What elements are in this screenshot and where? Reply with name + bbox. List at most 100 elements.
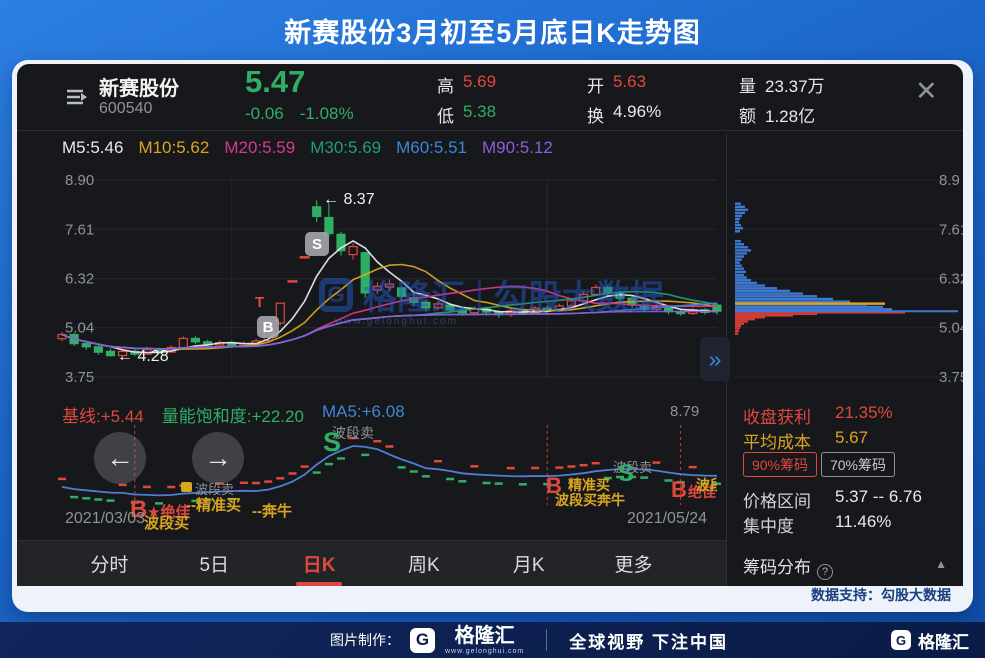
- chip-70-button[interactable]: 70%筹码: [821, 452, 895, 477]
- brand-name-right: 格隆汇: [918, 632, 969, 652]
- ma10-label: M10:5.62: [138, 138, 210, 157]
- signal-label: ★绝佳: [147, 504, 191, 521]
- high-label: 高: [437, 77, 454, 96]
- high-annotation-value: 8.37: [343, 191, 375, 208]
- start-date: 2021/03/03: [65, 510, 146, 527]
- volume-label: 量: [739, 77, 756, 96]
- switch-stock-icon[interactable]: [61, 80, 95, 114]
- signal-label: --奔牛: [252, 503, 292, 520]
- arrow-left-icon: ←: [117, 348, 133, 365]
- price-range-value: 5.37 -- 6.76: [835, 487, 922, 506]
- buy-signal-badge: B: [257, 316, 279, 338]
- high-row: 高 5.69: [437, 72, 496, 97]
- signal-label: --精准买: [186, 497, 241, 514]
- scroll-right-button[interactable]: »: [700, 337, 730, 381]
- price-range-row: 价格区间 5.37 -- 6.76: [743, 487, 922, 512]
- svg-text:5.04: 5.04: [65, 320, 94, 337]
- svg-text:3.75: 3.75: [65, 369, 94, 386]
- chart-svg[interactable]: 8.90 8.9 7.61 7.61 6.32 6.32 5.04 5.04 3.75 3.75: [17, 64, 963, 586]
- high-value: 5.69: [463, 72, 497, 91]
- close-profit-label: 收盘获利: [743, 408, 811, 427]
- footer-divider: [546, 629, 548, 651]
- concentration-value: 11.46%: [835, 512, 892, 531]
- footer-center: 图片制作： G 格隆汇 www.gelonghui.com 全球视野 下注中国: [330, 626, 728, 655]
- indicator-max-value: 8.79: [670, 403, 700, 420]
- change-value: -0.06: [245, 104, 284, 123]
- avg-cost-row: 平均成本 5.67: [743, 428, 868, 453]
- volume-value: 23.37万: [765, 77, 825, 96]
- last-price: 5.47: [245, 64, 306, 99]
- low-row: 低 5.38: [437, 102, 496, 127]
- caret-up-icon[interactable]: ▲: [935, 557, 947, 571]
- svg-text:3.75: 3.75: [939, 369, 963, 386]
- buy-marker: B: [671, 477, 687, 502]
- avg-cost-label: 平均成本: [743, 433, 811, 452]
- tab-monthly-k[interactable]: 月K: [476, 541, 581, 586]
- prev-button[interactable]: ←: [94, 432, 146, 484]
- arrow-right-icon: →: [204, 442, 232, 473]
- tab-label: 更多: [614, 555, 653, 576]
- volume-row: 量 23.37万: [739, 72, 825, 97]
- price-range-label: 价格区间: [743, 492, 811, 511]
- svg-text:6.32: 6.32: [939, 271, 963, 288]
- close-icon[interactable]: ✕: [915, 76, 938, 106]
- saturation-label: 量能饱和度:+22.20: [161, 407, 304, 426]
- indicator-ma5-label: MA5:+6.08: [321, 402, 405, 421]
- open-label: 开: [587, 77, 604, 96]
- t-mark: T: [255, 294, 265, 311]
- tab-label: 分时: [90, 555, 129, 576]
- signal-label: 波段买: [696, 477, 717, 493]
- brand-block: 格隆汇 www.gelonghui.com: [445, 626, 524, 655]
- signal-label: 波段买: [144, 515, 190, 532]
- data-support-text: 数据支持：勾股大数据: [811, 587, 951, 603]
- help-icon[interactable]: ?: [817, 564, 833, 580]
- gelonghui-logo-icon: G: [891, 630, 911, 650]
- indicator-header: 基线:+5.44 量能饱和度:+22.20 MA5:+6.08: [62, 402, 405, 427]
- tab-minute[interactable]: 分时: [57, 541, 162, 586]
- signal-label: 精准买: [568, 477, 610, 493]
- low-annotation-value: 4.28: [137, 348, 169, 365]
- change-percent: -1.08%: [299, 104, 354, 123]
- svg-text:7.61: 7.61: [939, 221, 963, 238]
- next-button[interactable]: →: [192, 432, 244, 484]
- tab-weekly-k[interactable]: 周K: [371, 541, 476, 586]
- concentration-label: 集中度: [743, 517, 794, 536]
- svg-text:5.04: 5.04: [939, 320, 963, 337]
- page-title: 新赛股份3月初至5月底日K走势图: [284, 18, 701, 48]
- legend-swatch: [181, 482, 192, 492]
- period-tabbar: 分时 5日 日K 周K 月K 更多: [17, 540, 726, 586]
- footer-bar: 图片制作： G 格隆汇 www.gelonghui.com 全球视野 下注中国 …: [0, 622, 985, 658]
- price-change: -0.06 -1.08%: [245, 104, 354, 124]
- header-divider: [17, 130, 963, 131]
- signal-label: 波段买奔牛: [555, 492, 625, 508]
- ma90-label: M90:5.12: [482, 138, 553, 157]
- chevrons-right-icon: »: [708, 345, 722, 372]
- concentration-row: 集中度 11.46%: [743, 512, 891, 537]
- close-profit-row: 收盘获利 21.35%: [743, 403, 893, 428]
- tab-daily-k[interactable]: 日K: [267, 541, 372, 586]
- turnover-row: 换 4.96%: [587, 102, 661, 127]
- baseline-label: 基线:+5.44: [62, 407, 144, 426]
- tab-more[interactable]: 更多: [581, 541, 686, 586]
- open-value: 5.63: [613, 72, 647, 91]
- chip-90-button[interactable]: 90%筹码: [743, 452, 817, 477]
- stock-code: 600540: [99, 100, 153, 117]
- avg-cost-value: 5.67: [835, 428, 869, 447]
- signal-label: 波段卖: [332, 425, 374, 441]
- high-annotation: ← 8.37: [323, 191, 375, 209]
- ma20-label: M20:5.59: [224, 138, 296, 157]
- signal-label: 波段卖: [613, 460, 653, 475]
- amount-label: 额: [739, 107, 756, 126]
- amount-value: 1.28亿: [765, 107, 816, 126]
- chip-distribution-label: 筹码分布: [743, 558, 811, 577]
- svg-text:8.90: 8.90: [65, 172, 94, 189]
- sell-marker: S: [323, 427, 342, 457]
- turnover-value: 4.96%: [613, 102, 662, 121]
- tab-5day[interactable]: 5日: [162, 541, 267, 586]
- svg-text:8.9: 8.9: [939, 172, 960, 189]
- slogan: 全球视野 下注中国: [569, 632, 728, 652]
- tab-label: 周K: [408, 555, 440, 576]
- turnover-label: 换: [587, 107, 604, 126]
- ma30-label: M30:5.69: [310, 138, 382, 157]
